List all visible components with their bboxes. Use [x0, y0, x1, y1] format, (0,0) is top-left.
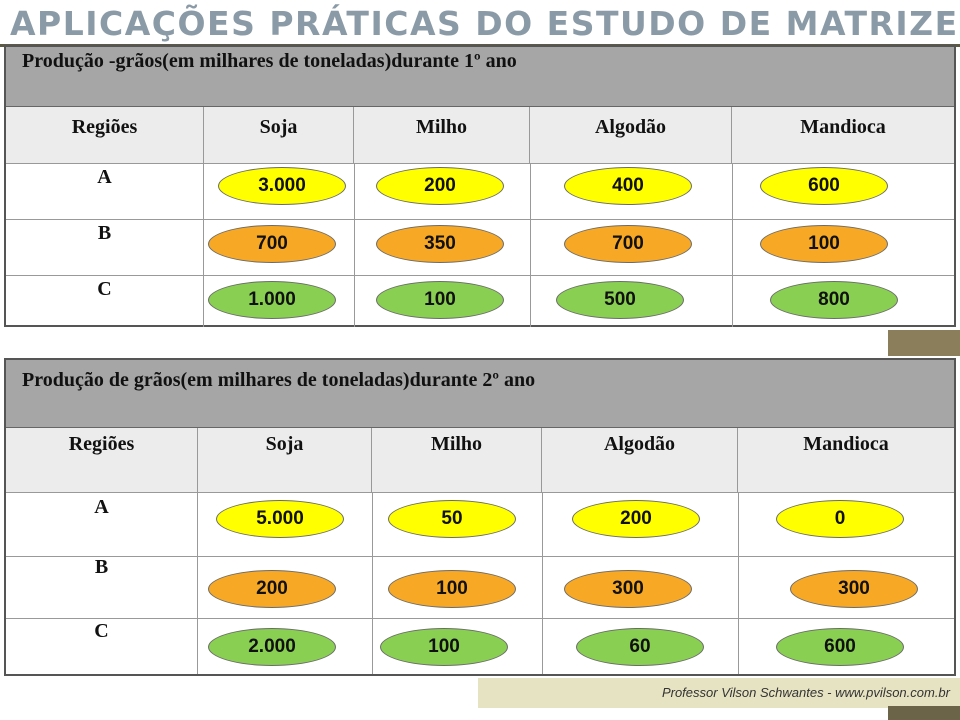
table-row-a: A	[6, 492, 954, 557]
value-oval: 600	[776, 628, 904, 666]
value-oval: 100	[388, 570, 516, 608]
row-label-a: A	[6, 163, 204, 219]
header-cell-soja: Soja	[204, 107, 354, 163]
value-oval: 100	[376, 281, 504, 319]
header-cell-algodao: Algodão	[530, 107, 732, 163]
value-oval: 350	[376, 225, 504, 263]
table-row-c: C	[6, 618, 954, 674]
row-label-c: C	[6, 618, 198, 674]
table-row-c: C	[6, 275, 954, 327]
value-oval: 700	[208, 225, 336, 263]
row-label-c: C	[6, 275, 204, 327]
header-cell-mandioca: Mandioca	[800, 116, 886, 138]
table-caption: Produção de grãos(em milhares de tonelad…	[6, 360, 954, 428]
header-cell-regioes: Regiões	[6, 428, 198, 492]
value-oval: 600	[760, 167, 888, 205]
value-oval: 200	[208, 570, 336, 608]
value-oval: 300	[790, 570, 918, 608]
header-cell-mandioca: Mandioca	[803, 433, 889, 455]
footer-credit: Professor Vilson Schwantes - www.pvilson…	[478, 678, 960, 708]
row-label-b: B	[6, 219, 204, 275]
header-cell-regioes: Regiões	[6, 107, 204, 163]
header-cell-algodao: Algodão	[542, 428, 738, 492]
header-cell-milho: Milho	[354, 107, 530, 163]
accent-square	[888, 330, 960, 356]
value-oval: 0	[776, 500, 904, 538]
table-row-b: B	[6, 219, 954, 276]
table-caption: Produção -grãos(em milhares de toneladas…	[6, 47, 954, 107]
table-row-a: A	[6, 163, 954, 220]
value-oval: 300	[564, 570, 692, 608]
value-oval: 3.000	[218, 167, 346, 205]
table-row-b: B	[6, 556, 954, 619]
value-oval: 400	[564, 167, 692, 205]
value-oval: 500	[556, 281, 684, 319]
header-row: Regiões Soja Milho Algodão Mandioca	[6, 107, 954, 164]
row-label-a: A	[6, 492, 198, 556]
value-oval: 200	[572, 500, 700, 538]
production-table-year-1: Produção -grãos(em milhares de toneladas…	[4, 45, 956, 327]
header-row: Regiões Soja Milho Algodão Mandioca	[6, 428, 954, 493]
value-oval: 700	[564, 225, 692, 263]
accent-bottom	[888, 706, 960, 720]
slide-title: APLICAÇÕES PRÁTICAS DO ESTUDO DE MATRIZE…	[10, 4, 960, 43]
value-oval: 2.000	[208, 628, 336, 666]
value-oval: 100	[760, 225, 888, 263]
value-oval: 100	[380, 628, 508, 666]
header-cell-soja: Soja	[198, 428, 372, 492]
value-oval: 50	[388, 500, 516, 538]
value-oval: 1.000	[208, 281, 336, 319]
header-cell-milho: Milho	[372, 428, 542, 492]
value-oval: 60	[576, 628, 704, 666]
value-oval: 800	[770, 281, 898, 319]
row-label-b: B	[6, 556, 198, 618]
value-oval: 5.000	[216, 500, 344, 538]
value-oval: 200	[376, 167, 504, 205]
